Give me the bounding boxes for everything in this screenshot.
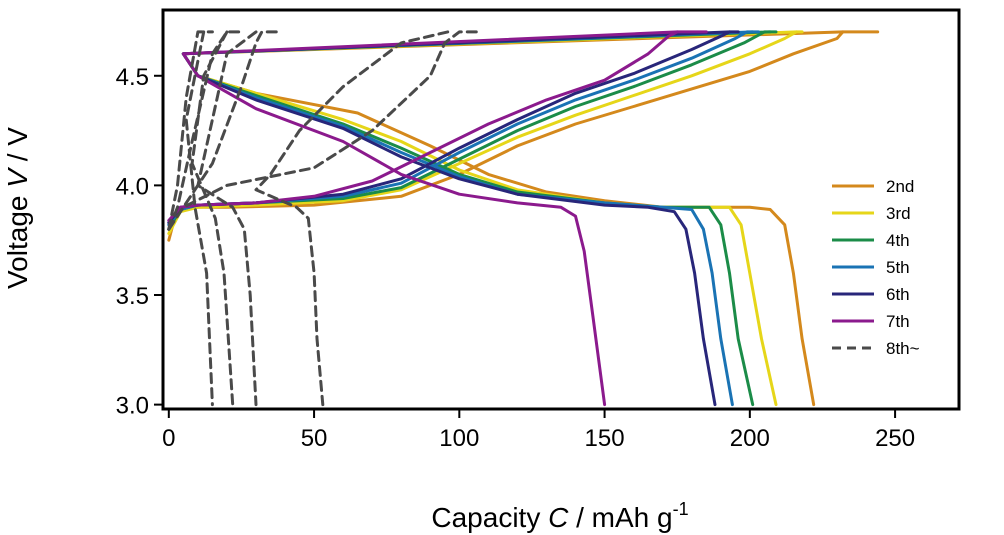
legend-label-0: 2nd bbox=[886, 177, 914, 196]
x-tick-label-1: 50 bbox=[301, 425, 328, 452]
y-axis-title-unit: / V bbox=[2, 127, 33, 169]
series-6-curve-4 bbox=[167, 30, 243, 231]
y-tick-label-0: 3.0 bbox=[116, 393, 149, 420]
series-6-curve-2 bbox=[167, 30, 281, 231]
x-tick-label-4: 200 bbox=[730, 425, 770, 452]
y-axis-title: Voltage V / V bbox=[2, 127, 33, 289]
legend-label-6: 8th~ bbox=[886, 339, 920, 358]
series-6-curve-3 bbox=[196, 30, 258, 407]
series-4-curve-1 bbox=[181, 30, 731, 407]
plot-background bbox=[163, 10, 959, 409]
x-axis-title-unit: / mAh g bbox=[568, 502, 672, 533]
series-5-curve-0 bbox=[167, 30, 708, 222]
plot-frame bbox=[161, 8, 961, 411]
y-tick-label-1: 3.5 bbox=[116, 283, 149, 310]
x-axis-title-symbol: C bbox=[548, 502, 569, 533]
x-tick-label-0: 0 bbox=[162, 425, 175, 452]
series-5-curve-1 bbox=[181, 30, 679, 407]
series-6-curve-7 bbox=[184, 30, 214, 407]
legend: 2nd 3rd 4th 5th 6th 7th 8th~ bbox=[832, 177, 920, 358]
x-axis-title-prefix: Capacity bbox=[431, 502, 548, 533]
legend-label-1: 3rd bbox=[886, 204, 911, 223]
series-6-curve-0 bbox=[167, 30, 482, 231]
legend-label-2: 4th bbox=[886, 231, 910, 250]
x-axis-title: Capacity C / mAh g-1 bbox=[431, 499, 688, 533]
x-tick-label-3: 150 bbox=[585, 425, 625, 452]
y-tick-label-3: 4.5 bbox=[116, 64, 149, 91]
x-tick-label-5: 250 bbox=[875, 425, 915, 452]
series-6-curve-1 bbox=[254, 30, 450, 407]
series-6-curve-5 bbox=[190, 30, 235, 407]
x-tick-label-2: 100 bbox=[439, 425, 479, 452]
legend-label-4: 6th bbox=[886, 285, 910, 304]
y-axis-title-symbol: V bbox=[2, 167, 33, 188]
legend-label-3: 5th bbox=[886, 258, 910, 277]
x-axis-title-exponent: -1 bbox=[673, 499, 689, 519]
y-axis-title-prefix: Voltage bbox=[2, 188, 33, 289]
series-1-curve-0 bbox=[167, 30, 804, 236]
legend-label-5: 7th bbox=[886, 312, 910, 331]
y-tick-label-2: 4.0 bbox=[116, 173, 149, 200]
